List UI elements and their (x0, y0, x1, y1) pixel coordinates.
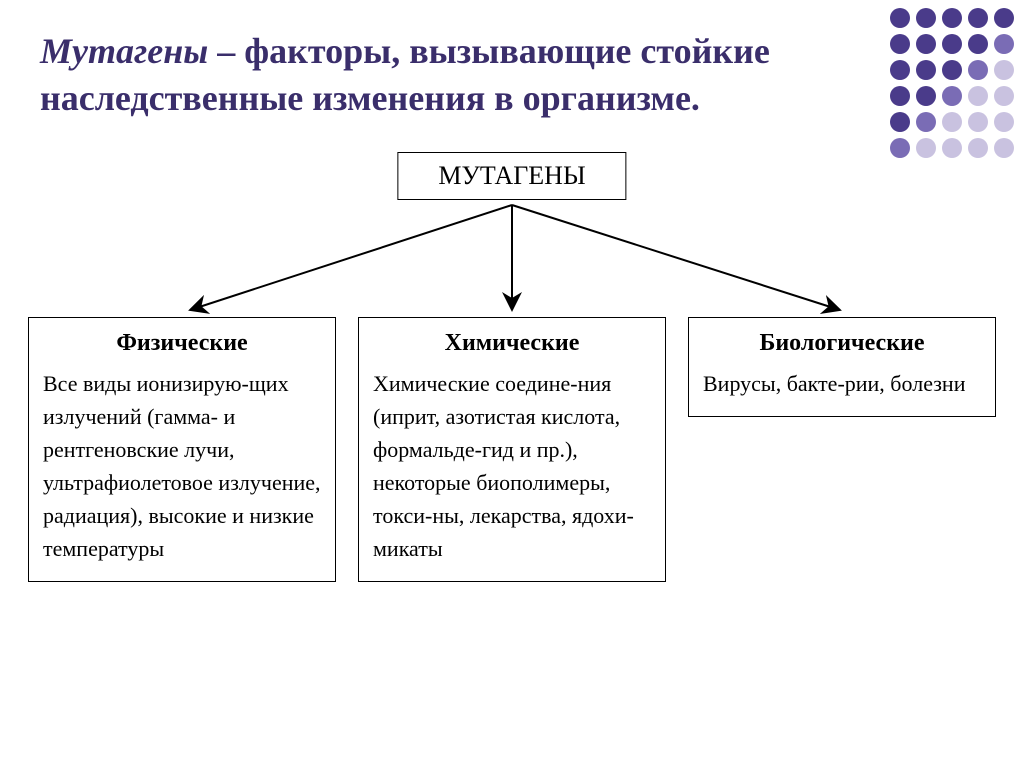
dot (916, 34, 936, 54)
category-title: Биологические (703, 330, 981, 357)
dot (942, 34, 962, 54)
title-term: Мутагены (40, 31, 208, 71)
dot (968, 60, 988, 80)
dot (968, 86, 988, 106)
dot (968, 8, 988, 28)
category-desc: Все виды ионизирую-щих излучений (гамма-… (43, 367, 321, 565)
dot (968, 112, 988, 132)
mutagen-diagram: МУТАГЕНЫ Физические Все виды ионизирую-щ… (0, 142, 1024, 672)
dot (916, 60, 936, 80)
category-desc: Химические соедине-ния (иприт, азотистая… (373, 367, 651, 565)
dot (994, 8, 1014, 28)
diagram-arrows (0, 200, 1024, 320)
dot (916, 8, 936, 28)
root-node: МУТАГЕНЫ (397, 152, 626, 200)
dot (994, 112, 1014, 132)
category-desc: Вирусы, бакте-рии, болезни (703, 367, 981, 400)
category-physical: Физические Все виды ионизирую-щих излуче… (28, 317, 336, 582)
dot (942, 112, 962, 132)
category-chemical: Химические Химические соедине-ния (иприт… (358, 317, 666, 582)
dot (968, 34, 988, 54)
decorative-dot-grid (890, 8, 1014, 158)
category-title: Химические (373, 330, 651, 357)
dot (890, 34, 910, 54)
dot (890, 60, 910, 80)
dot (890, 86, 910, 106)
slide-title: Мутагены – факторы, вызывающие стойкие н… (0, 0, 820, 122)
dot (942, 60, 962, 80)
category-biological: Биологические Вирусы, бакте-рии, болезни (688, 317, 996, 417)
dot (994, 60, 1014, 80)
dot (916, 112, 936, 132)
dot (942, 86, 962, 106)
dot (890, 8, 910, 28)
dot (994, 34, 1014, 54)
dot (942, 8, 962, 28)
dot (994, 86, 1014, 106)
category-row: Физические Все виды ионизирую-щих излуче… (0, 317, 1024, 582)
category-title: Физические (43, 330, 321, 357)
dot (890, 112, 910, 132)
dot (916, 86, 936, 106)
